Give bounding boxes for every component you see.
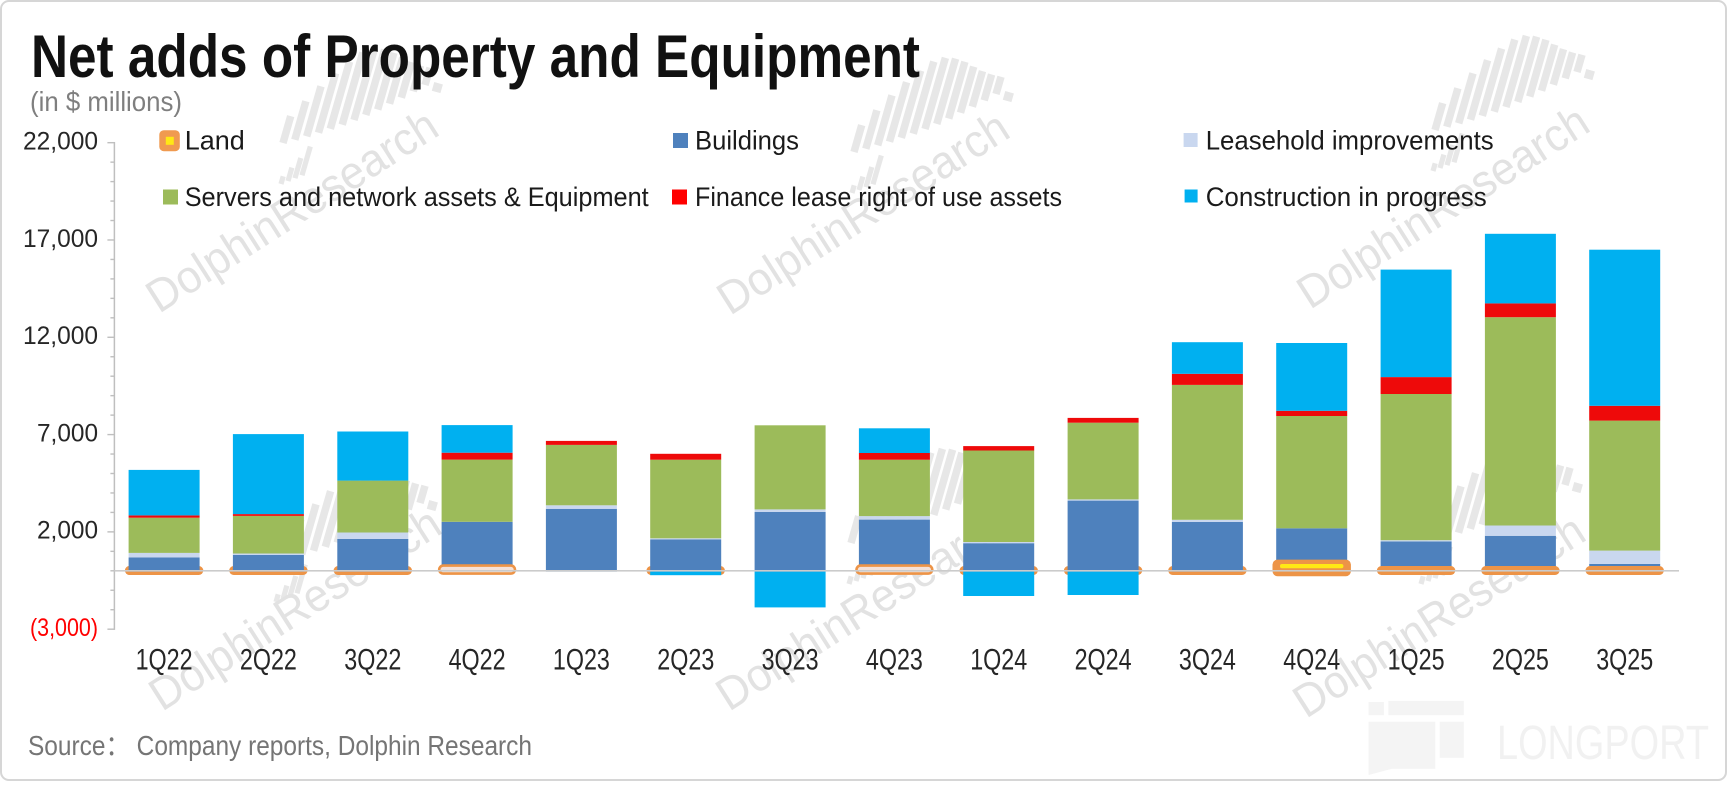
- svg-text:1Q24: 1Q24: [970, 644, 1027, 677]
- svg-text:2Q25: 2Q25: [1492, 644, 1549, 677]
- svg-text:Buildings: Buildings: [695, 126, 799, 156]
- svg-text:2Q22: 2Q22: [240, 644, 297, 677]
- svg-text:Finance lease right of use ass: Finance lease right of use assets: [695, 182, 1062, 212]
- svg-text:LONGPORT: LONGPORT: [1497, 717, 1709, 770]
- svg-text:2,000: 2,000: [37, 517, 98, 545]
- svg-text:(in $ millions): (in $ millions): [30, 86, 182, 117]
- svg-text:2Q23: 2Q23: [657, 644, 714, 677]
- svg-text:3Q24: 3Q24: [1179, 644, 1236, 677]
- svg-text:Construction in progress: Construction in progress: [1206, 182, 1487, 212]
- svg-text:(3,000): (3,000): [30, 614, 98, 642]
- svg-text:1Q23: 1Q23: [553, 644, 610, 677]
- svg-text:3Q22: 3Q22: [344, 644, 401, 677]
- svg-text:3Q23: 3Q23: [762, 644, 819, 677]
- svg-text:12,000: 12,000: [23, 322, 98, 350]
- svg-text:3Q25: 3Q25: [1596, 644, 1653, 677]
- svg-text:1Q25: 1Q25: [1388, 644, 1445, 677]
- svg-text:4Q22: 4Q22: [449, 644, 506, 677]
- svg-text:4Q23: 4Q23: [866, 644, 923, 677]
- svg-text:Source： Company reports, Dolp: Source： Company reports, Dolphin Researc…: [28, 730, 532, 761]
- svg-text:Net adds of Property and Equip: Net adds of Property and Equipment: [31, 23, 920, 90]
- svg-text:7,000: 7,000: [37, 419, 98, 447]
- svg-text:2Q24: 2Q24: [1075, 644, 1132, 677]
- svg-text:1Q22: 1Q22: [136, 644, 193, 677]
- svg-text:4Q24: 4Q24: [1283, 644, 1340, 677]
- svg-text:Servers and network assets & E: Servers and network assets & Equipment: [185, 182, 649, 212]
- svg-text:Land: Land: [185, 126, 245, 156]
- svg-text:22,000: 22,000: [23, 128, 98, 156]
- svg-text:Leasehold improvements: Leasehold improvements: [1206, 126, 1494, 156]
- svg-text:17,000: 17,000: [23, 225, 98, 253]
